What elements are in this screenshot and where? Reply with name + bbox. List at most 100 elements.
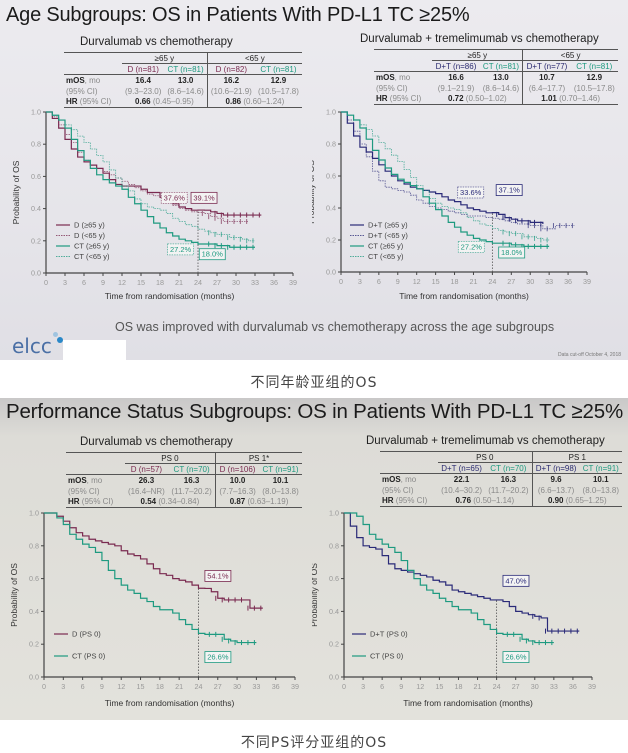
- ci-value: (6.6–13.7): [531, 484, 580, 496]
- mos-value: 16.3: [500, 474, 517, 484]
- row-label: mOS: [68, 475, 87, 485]
- table-title: Durvalumab + tremelimumab vs chemotherap…: [366, 435, 605, 447]
- x-axis-label: Time from randomisation (months): [403, 698, 533, 708]
- arm-header: D+T (n=98): [531, 462, 580, 474]
- ci-value: (6.4–17.7): [522, 82, 571, 94]
- row-label: mOS: [382, 474, 401, 484]
- stats-table: ≥65 y <65 y D+T (n=86) CT (n=81) D+T (n=77)…: [374, 49, 618, 105]
- row-label: (95% CI): [66, 86, 98, 96]
- ci-value: (8.0–13.8): [582, 485, 619, 495]
- km-curve-1: [344, 512, 554, 644]
- x-axis-label: Time from randomisation (months): [105, 698, 235, 708]
- km-curve-0: [46, 111, 262, 216]
- y-tick-label: 0.0: [329, 673, 339, 682]
- x-tick-label: 33: [251, 278, 259, 287]
- y-tick-label: 0.4: [329, 607, 339, 616]
- x-tick-label: 6: [82, 278, 86, 287]
- arm-header: CT (n=81): [254, 63, 302, 75]
- y-tick-label: 1.0: [326, 108, 336, 117]
- x-tick-label: 30: [531, 682, 539, 691]
- km-curve-0: [341, 111, 544, 224]
- x-tick-label: 15: [432, 277, 440, 286]
- hr-value: 1.01: [541, 94, 557, 104]
- y-tick-label: 0.2: [31, 236, 41, 245]
- x-tick-label: 36: [270, 278, 278, 287]
- x-tick-label: 12: [117, 682, 125, 691]
- x-tick-label: 9: [101, 278, 105, 287]
- mos-value: 26.3: [138, 475, 155, 485]
- km-chart-durvatrem-age: 0.00.20.40.60.81.00 3 6 9 12 15 18 21 24 27 30 33 36…: [312, 108, 591, 302]
- slide-title: Age Subgroups: OS in Patients With PD-L1…: [6, 4, 470, 26]
- ci-value: (8.6–14.6): [167, 86, 204, 96]
- x-tick-label: 39: [588, 682, 596, 691]
- annotation-box: [498, 246, 526, 259]
- mos-value: 22.1: [453, 474, 470, 484]
- hr-ci: (0.50–1.14): [471, 496, 515, 506]
- annotation-label: 26.6%: [505, 653, 527, 662]
- stats-table: PS 0 PS 1* D (n=57) CT (n=70) D (n=106) CT (…: [66, 452, 302, 508]
- hr-value: 0.86: [225, 97, 242, 107]
- annotation-label: 39.1%: [193, 193, 215, 202]
- ci-value: (9.3–23.0): [124, 86, 162, 96]
- row-label: HR: [382, 496, 394, 506]
- y-axis-label: Probability of OS: [11, 160, 21, 224]
- arm-header: D (n=57): [124, 463, 169, 475]
- y-tick-label: 0.0: [31, 269, 41, 278]
- group-header: <65 y: [206, 52, 302, 64]
- km-curve-2: [341, 111, 550, 247]
- x-tick-label: 6: [81, 682, 85, 691]
- y-tick-label: 0.4: [29, 607, 39, 616]
- legend-label: D+T (PS 0): [370, 630, 408, 639]
- y-tick-label: 0.2: [326, 236, 336, 245]
- row-label-unit: , mo: [84, 75, 101, 85]
- stats-table: ≥65 y <65 y D (n=81) CT (n=81) D (n=82) CT (…: [64, 52, 302, 108]
- arm-header: D+T (n=77): [522, 60, 571, 72]
- x-tick-label: 0: [342, 682, 346, 691]
- km-curve-1: [341, 111, 575, 230]
- y-tick-label: 0.8: [329, 541, 339, 550]
- mos-value: 9.6: [531, 473, 580, 485]
- row-label-unit: (95% CI): [387, 94, 422, 104]
- arm-header: D (n=82): [206, 63, 255, 75]
- x-tick-label: 27: [213, 278, 221, 287]
- row-label: mOS: [376, 72, 395, 82]
- row-label-unit: (95% CI): [79, 497, 114, 507]
- km-curve-2: [46, 111, 255, 248]
- arm-header: CT (n=81): [164, 63, 208, 75]
- row-label-unit: (95% CI): [77, 97, 112, 107]
- logo-text: elcc: [12, 334, 52, 358]
- y-tick-label: 0.6: [326, 172, 336, 181]
- x-tick-label: 39: [291, 682, 299, 691]
- legend-label: D (PS 0): [72, 630, 101, 639]
- x-tick-label: 39: [583, 277, 591, 286]
- x-tick-label: 27: [214, 682, 222, 691]
- x-tick-label: 18: [454, 682, 462, 691]
- row-label: (95% CI): [382, 485, 414, 495]
- x-tick-label: 30: [232, 278, 240, 287]
- legend-label: CT (PS 0): [72, 652, 106, 661]
- mos-value: 16.6: [448, 72, 464, 82]
- y-tick-label: 0.4: [326, 204, 336, 213]
- table-title: Durvalumab vs chemotherapy: [80, 36, 233, 48]
- ci-value: (7.7–16.3): [215, 485, 260, 497]
- y-tick-label: 0.2: [29, 640, 39, 649]
- hr-value: 0.87: [229, 497, 246, 507]
- x-tick-label: 3: [358, 277, 362, 286]
- hr-ci: (0.60–1.24): [241, 97, 285, 107]
- row-label-unit: , mo: [400, 474, 417, 484]
- row-label: (95% CI): [68, 486, 100, 496]
- x-tick-label: 3: [361, 682, 365, 691]
- ci-value: (10.5–17.8): [257, 86, 299, 96]
- legend-label: D+T (≥65 y): [368, 221, 408, 230]
- annotation-label: 18.0%: [501, 248, 523, 257]
- x-tick-label: 21: [175, 278, 183, 287]
- x-tick-label: 12: [413, 277, 421, 286]
- ci-value: (10.6–21.9): [206, 85, 255, 97]
- ci-value: (10.5–17.8): [573, 83, 615, 93]
- mos-value: 10.7: [522, 71, 571, 83]
- x-axis-label: Time from randomisation (months): [399, 291, 529, 301]
- annotation-box: [190, 191, 218, 204]
- arm-header: D (n=106): [215, 463, 260, 475]
- km-chart-durva-age: 0.00.20.40.60.81.00 3 6 9 12 15 18 21 24 27 30 33 36…: [11, 108, 297, 302]
- annotation-label: 18.0%: [202, 250, 224, 259]
